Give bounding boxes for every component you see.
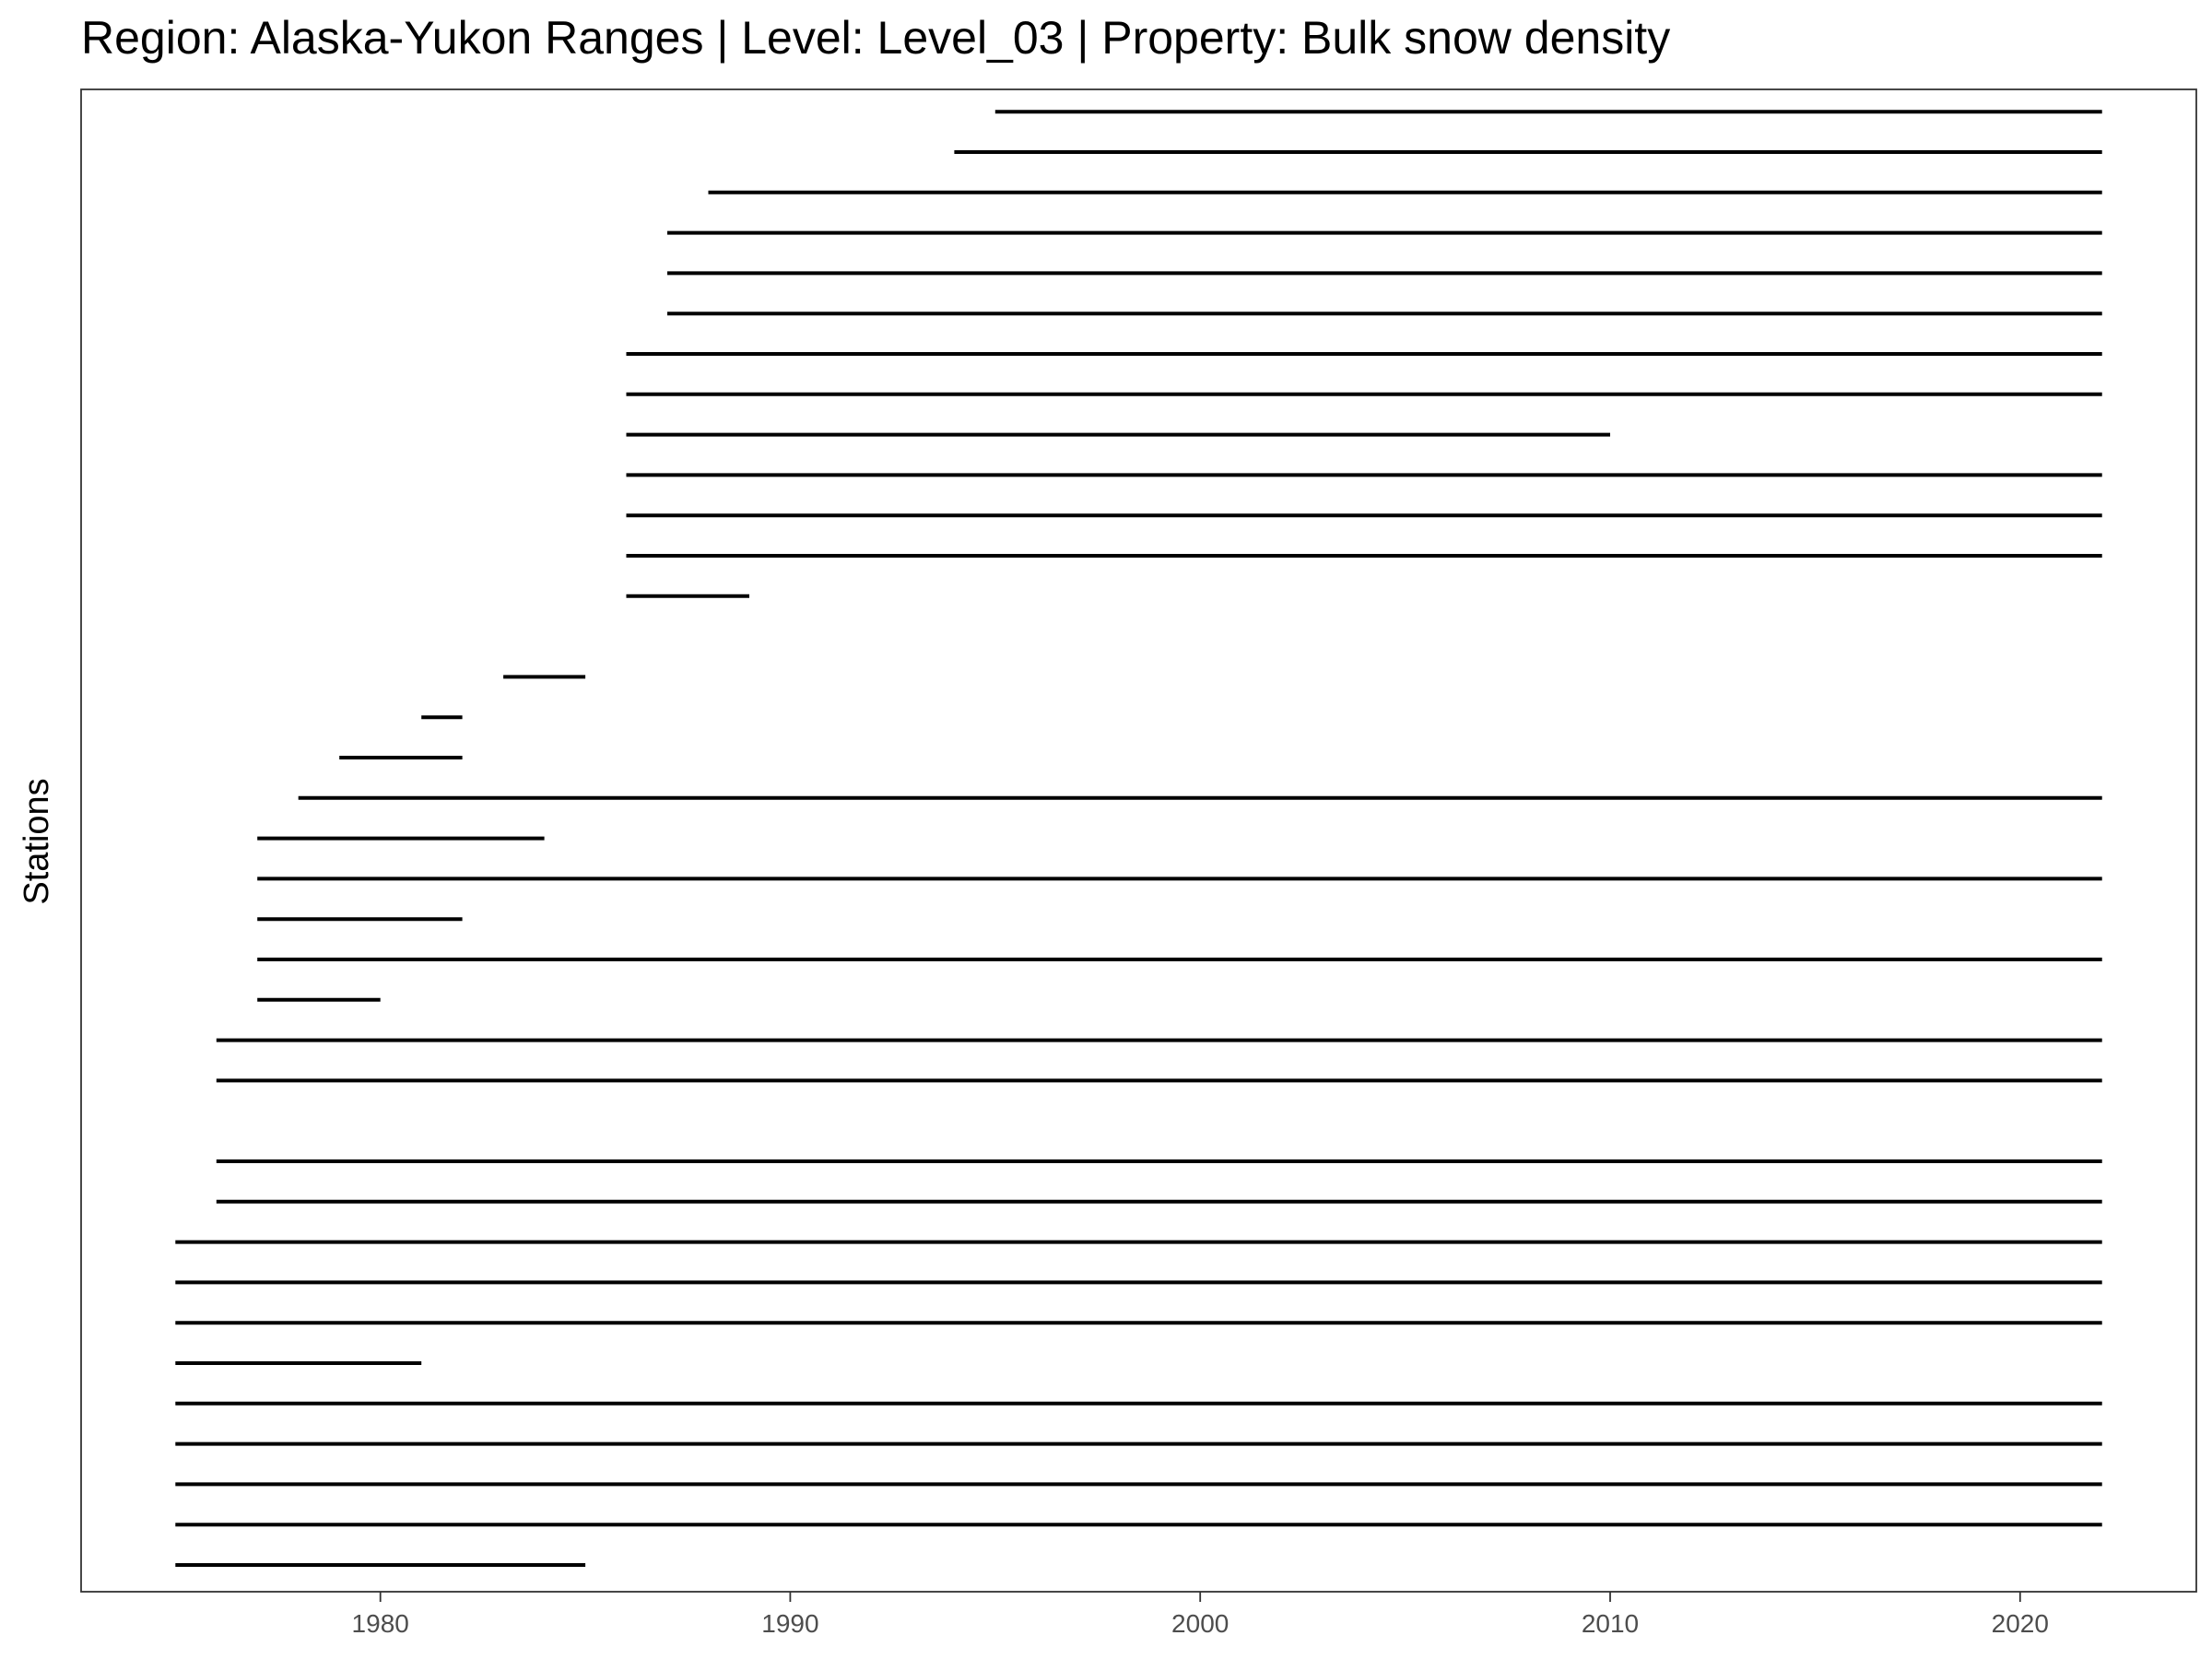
plot-panel: [80, 88, 2197, 1593]
station-segments: [175, 110, 2102, 1567]
x-tick-label: 2010: [1582, 1609, 1639, 1638]
y-axis-label: Stations: [18, 778, 56, 904]
x-tick-label: 1990: [761, 1609, 818, 1638]
x-tick-label: 2020: [1992, 1609, 2049, 1638]
x-tick-label: 2000: [1171, 1609, 1229, 1638]
x-axis-ticks: 1980 1990 2000 2010 2020: [352, 1592, 2049, 1638]
chart-title: Region: Alaska-Yukon Ranges | Level: Lev…: [81, 12, 1670, 64]
x-tick-label: 1980: [352, 1609, 409, 1638]
